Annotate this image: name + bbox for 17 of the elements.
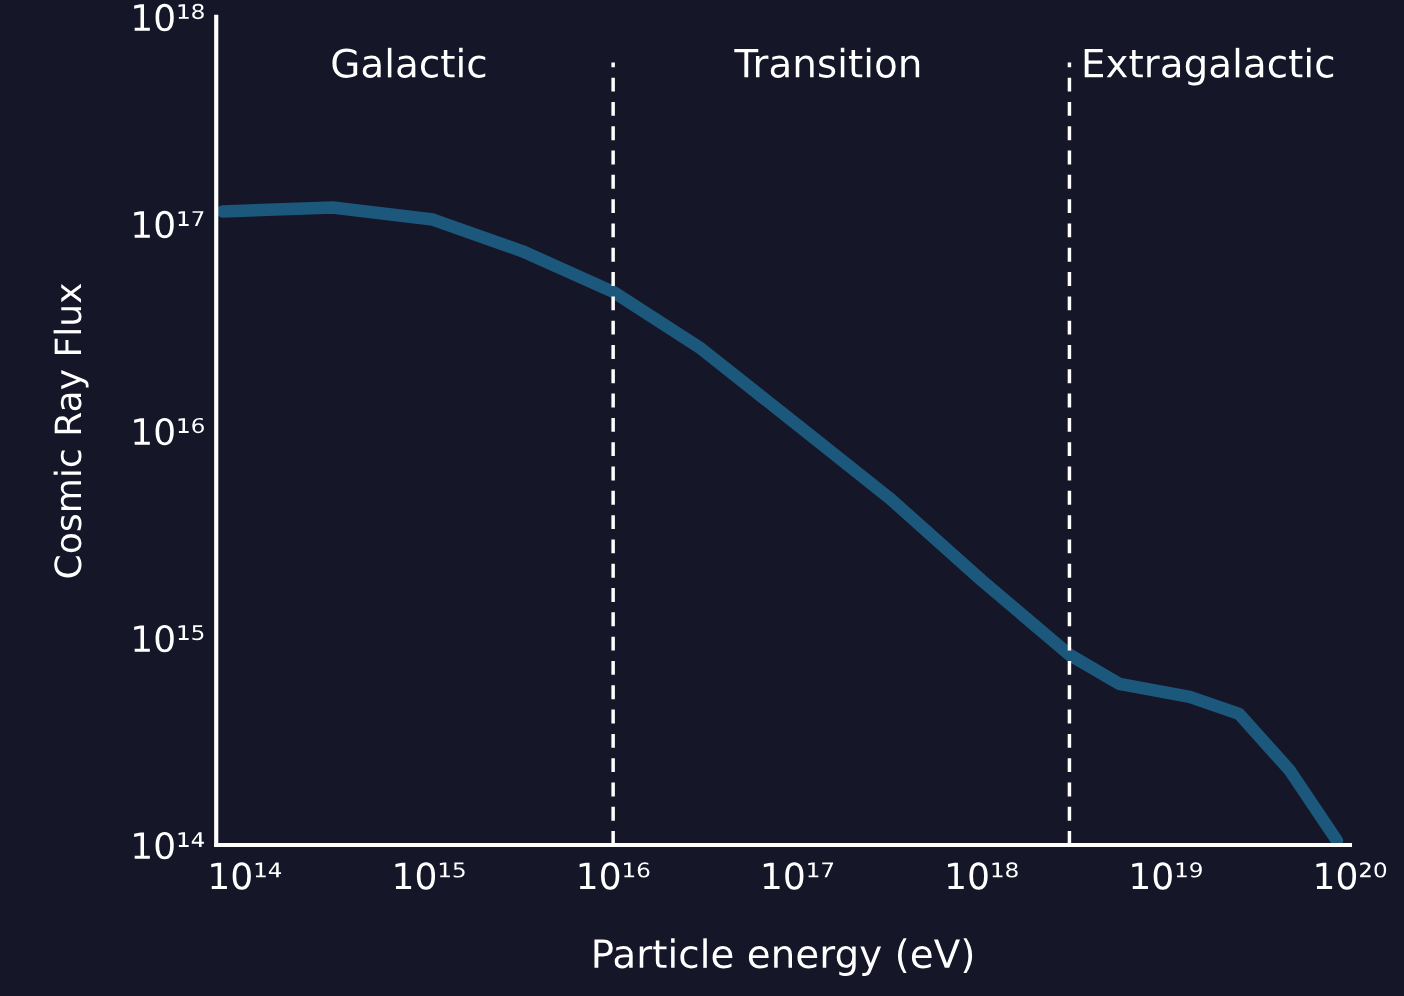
annotation: Transition [734, 47, 920, 78]
annotation: Galactic [332, 47, 486, 78]
x-tick-label: 10¹⁷ [763, 862, 834, 890]
annotation: Extragalactic [1084, 47, 1334, 86]
y-tick-label: 10¹⁴ [134, 831, 204, 860]
y-axis-title: Cosmic Ray Flux [53, 283, 89, 578]
y-tick-label: 10¹⁸ [134, 3, 204, 32]
x-tick-label: 10¹⁴ [211, 862, 282, 890]
x-tick-label: 10¹⁸ [948, 862, 1018, 890]
x-tick-label: 10¹⁹ [1132, 862, 1202, 890]
y-tick-label: 10¹⁷ [134, 210, 204, 239]
x-tick-label: 10¹⁵ [395, 862, 465, 890]
x-axis-title: Particle energy (eV) [594, 938, 973, 976]
x-tick-label: 10²⁰ [1316, 862, 1387, 890]
x-tick-label: 10¹⁶ [579, 862, 650, 890]
y-tick-label: 10¹⁶ [134, 417, 204, 446]
y-tick-label: 10¹⁵ [134, 624, 204, 653]
